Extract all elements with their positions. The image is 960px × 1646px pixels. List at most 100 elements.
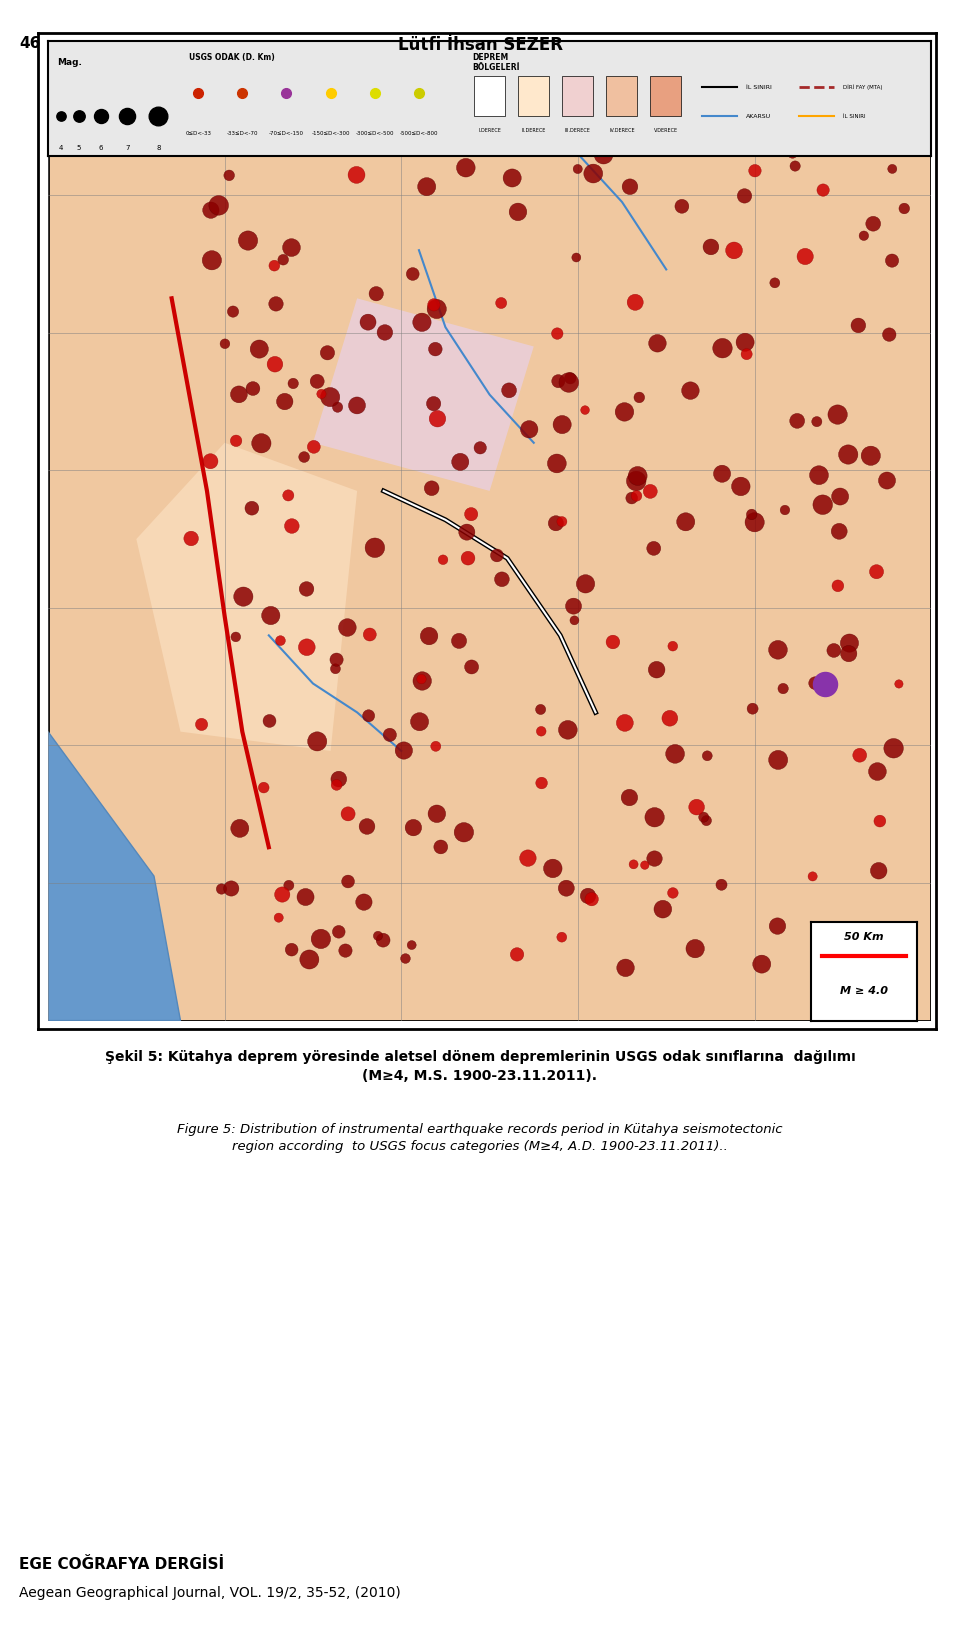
Point [474,117,490,143]
Point [831,518,847,545]
Point [214,876,229,902]
Point [767,270,782,296]
Point [841,441,856,467]
Point [733,474,749,500]
Point [331,765,347,792]
Point [268,291,283,318]
Point [584,886,599,912]
Point [183,525,199,551]
Point [766,94,781,120]
Point [309,369,324,395]
Point [647,805,662,831]
Point [330,393,346,420]
Point [520,844,536,871]
Point [313,925,328,951]
Point [461,545,476,571]
Point [267,351,282,377]
Text: 8: 8 [156,145,160,151]
Point [510,942,525,968]
Point [419,173,434,199]
Point [252,95,267,122]
Point [356,889,372,915]
Point [397,945,413,971]
Point [501,377,516,403]
Point [341,800,356,826]
Point [809,408,825,435]
Point [649,657,664,683]
Point [745,696,760,723]
Point [426,390,442,416]
Point [338,938,353,965]
Point [851,313,866,339]
Point [314,380,329,407]
Point [605,629,620,655]
Point [683,377,698,403]
Point [704,234,719,260]
Text: -150≤D<-300: -150≤D<-300 [311,130,349,135]
Text: 50 Km: 50 Km [844,932,884,942]
Bar [650,76,682,115]
Point [415,668,430,695]
Point [421,622,437,649]
Point [464,500,479,527]
Point [565,593,581,619]
Point [548,510,564,537]
Point [787,153,803,179]
Point [624,486,639,512]
Point [747,158,762,184]
Text: -33≤D<-70: -33≤D<-70 [227,130,258,135]
Point [217,331,232,357]
Polygon shape [136,443,357,751]
Text: İL SINIRI: İL SINIRI [843,114,866,119]
Point [309,728,324,754]
Point [253,430,269,456]
Point [665,634,681,660]
Point [382,721,397,747]
Point [770,914,785,940]
Point [562,369,577,395]
Point [533,696,548,723]
Point [276,247,291,273]
Bar [562,76,593,115]
Point [665,879,681,905]
Point [714,461,730,487]
Point [299,576,314,602]
Point [203,448,218,474]
Point [464,653,479,680]
Point [224,876,239,902]
Text: Mag.: Mag. [57,58,82,67]
Point [856,222,872,249]
Point [301,946,317,973]
Point [815,492,830,518]
Point [842,630,857,657]
Point [323,384,338,410]
Text: -70≤D<-150: -70≤D<-150 [269,130,304,135]
Point [852,742,868,769]
Text: 5: 5 [77,145,81,151]
Point [501,86,516,112]
Point [194,711,209,737]
Point [714,872,730,899]
Point [232,815,248,841]
Text: M ≥ 4.0: M ≥ 4.0 [840,986,888,996]
Point [811,463,827,489]
Point [727,237,742,263]
Point [841,640,856,667]
Point [655,895,670,922]
Point [815,176,830,202]
Point [818,670,833,696]
Text: 46: 46 [19,36,40,51]
Point [570,156,586,183]
Point [371,923,386,950]
Point [360,309,375,336]
Point [586,160,601,186]
Point [435,546,450,573]
Point [262,708,277,734]
Point [534,718,549,744]
Text: 0≤D<-33: 0≤D<-33 [185,130,211,135]
Point [405,260,420,286]
Point [415,309,430,336]
Point [835,927,851,953]
Point [578,571,593,597]
Point [359,813,374,839]
